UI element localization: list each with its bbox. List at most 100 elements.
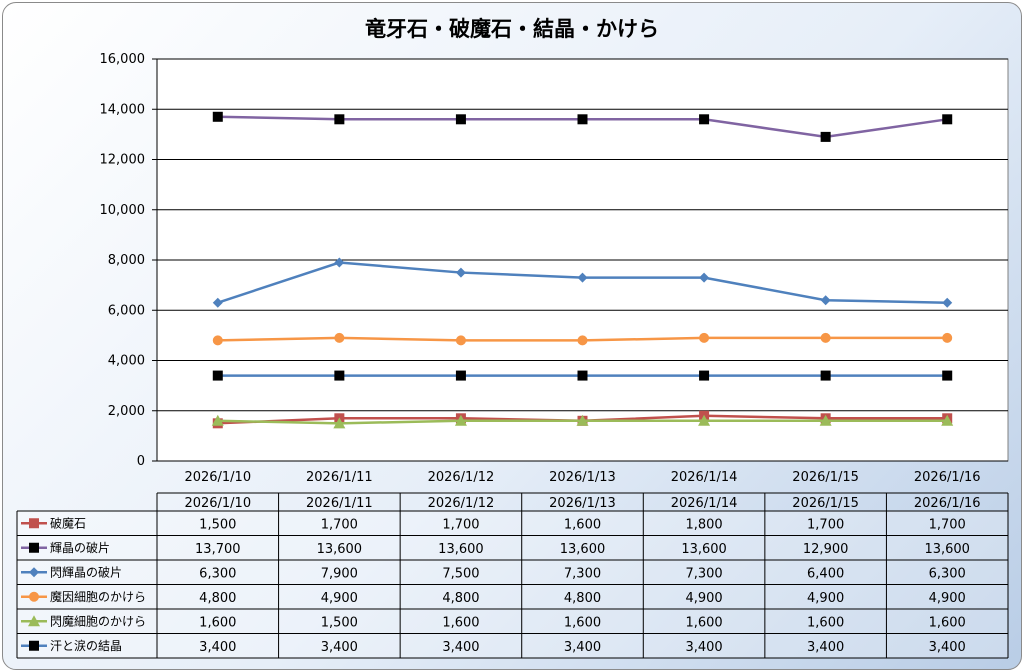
data-label: 1,600 (807, 615, 844, 630)
data-label: 1,600 (199, 615, 236, 630)
data-label: 7,300 (564, 566, 601, 581)
data-point (699, 114, 710, 125)
x-tick-label: 2026/1/16 (914, 470, 981, 485)
legend-key-marker (29, 567, 39, 578)
data-label: 3,400 (929, 640, 966, 655)
data-label: 1,600 (564, 615, 601, 630)
data-point (212, 370, 223, 381)
data-point (455, 370, 466, 381)
data-point (819, 414, 832, 426)
data-label: 13,700 (195, 542, 241, 557)
data-label: 4,900 (929, 591, 966, 606)
data-label: 13,600 (560, 542, 606, 557)
y-tick-label: 4,000 (108, 354, 145, 369)
data-point (577, 370, 588, 381)
legend-label: 破魔石 (50, 515, 86, 530)
x-tick-label: 2026/1/15 (792, 470, 859, 485)
data-label: 13,600 (681, 542, 727, 557)
table-header: 2026/1/15 (792, 496, 859, 511)
legend-label: 魔因細胞のかけら (50, 589, 146, 604)
data-label: 13,600 (438, 542, 484, 557)
data-label: 3,400 (442, 640, 479, 655)
data-point (334, 332, 345, 343)
chart-title: 竜牙石・破魔石・結晶・かけら (365, 17, 659, 41)
table-header: 2026/1/10 (184, 496, 251, 511)
y-tick-label: 10,000 (100, 203, 146, 218)
y-tick-label: 16,000 (100, 52, 146, 67)
data-point (698, 414, 711, 426)
y-tick-label: 12,000 (100, 153, 146, 168)
data-label: 12,900 (803, 542, 849, 557)
legend-label: 輝晶の破片 (50, 540, 110, 555)
data-label: 3,400 (321, 640, 358, 655)
data-label: 3,400 (807, 640, 844, 655)
table-header: 2026/1/13 (549, 496, 616, 511)
y-tick-label: 14,000 (100, 102, 146, 117)
data-point (455, 335, 466, 346)
data-point (212, 297, 223, 308)
data-point (942, 332, 953, 343)
data-point (454, 414, 467, 426)
data-label: 6,300 (199, 566, 236, 581)
data-label: 1,600 (442, 615, 479, 630)
data-point (699, 332, 710, 343)
legend-key-marker (29, 542, 39, 553)
data-label: 4,900 (321, 591, 358, 606)
x-tick-label: 2026/1/11 (306, 470, 373, 485)
data-label: 1,600 (929, 615, 966, 630)
data-point (577, 114, 588, 125)
data-point (334, 114, 345, 125)
data-label: 1,700 (807, 517, 844, 532)
data-label: 1,600 (564, 517, 601, 532)
data-point (699, 370, 710, 381)
data-point (333, 417, 346, 429)
data-label: 6,300 (929, 566, 966, 581)
data-label: 1,600 (685, 615, 722, 630)
table-header: 2026/1/11 (306, 496, 373, 511)
data-label: 4,900 (685, 591, 722, 606)
data-point (455, 267, 466, 278)
data-point (334, 370, 345, 381)
legend-key-marker (29, 640, 39, 651)
y-tick-label: 8,000 (108, 253, 145, 268)
data-point (820, 332, 831, 343)
data-point (577, 272, 588, 283)
x-tick-label: 2026/1/13 (549, 470, 616, 485)
x-tick-label: 2026/1/12 (428, 470, 495, 485)
data-label: 13,600 (924, 542, 970, 557)
x-tick-label: 2026/1/14 (671, 470, 738, 485)
legend-label: 閃魔細胞のかけら (50, 613, 146, 628)
legend-key-marker (29, 591, 39, 602)
data-label: 3,400 (564, 640, 601, 655)
data-label: 1,700 (442, 517, 479, 532)
data-label: 7,900 (321, 566, 358, 581)
y-tick-label: 6,000 (108, 303, 145, 318)
data-label: 13,600 (317, 542, 363, 557)
data-point (212, 111, 223, 122)
data-point (211, 414, 224, 426)
data-label: 1,500 (321, 615, 358, 630)
data-point (699, 272, 710, 283)
table-header: 2026/1/14 (671, 496, 738, 511)
data-point (576, 414, 589, 426)
data-label: 4,800 (564, 591, 601, 606)
data-point (942, 114, 953, 125)
data-point (334, 257, 345, 268)
data-point (455, 114, 466, 125)
data-label: 3,400 (199, 640, 236, 655)
y-tick-label: 0 (137, 454, 145, 469)
data-point (820, 131, 831, 142)
data-label: 1,500 (199, 517, 236, 532)
data-label: 4,900 (807, 591, 844, 606)
data-point (577, 335, 588, 346)
data-point (941, 414, 954, 426)
table-header: 2026/1/12 (428, 496, 495, 511)
legend-key-marker (28, 615, 40, 627)
x-tick-label: 2026/1/10 (184, 470, 251, 485)
data-point (942, 370, 953, 381)
legend-label: 汗と涙の結晶 (50, 638, 122, 653)
data-label: 4,800 (442, 591, 479, 606)
data-table: 2026/1/10 2026/1/11 2026/1/12 2026/1/13 2026… (16, 492, 1009, 659)
legend-label: 閃輝晶の破片 (50, 564, 122, 579)
